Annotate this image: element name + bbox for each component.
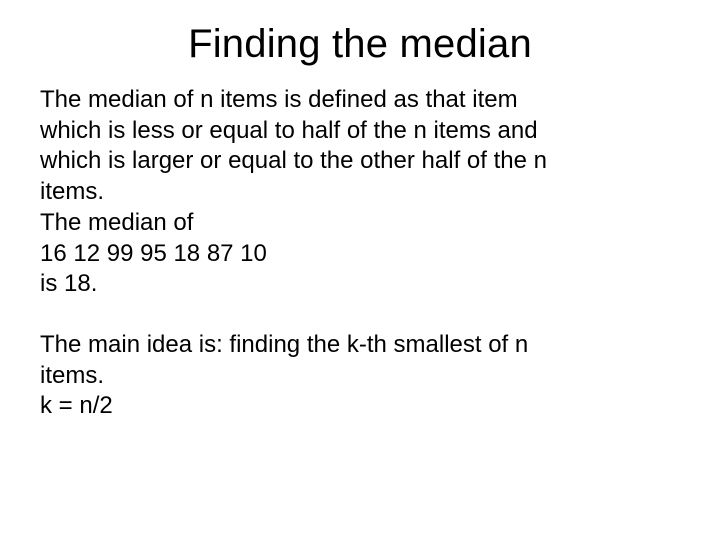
para2-line3: is 18.: [40, 269, 680, 300]
para2-line2: 16 12 99 95 18 87 10: [40, 239, 680, 270]
para1-line4: items.: [40, 177, 680, 208]
para1-line1: The median of n items is defined as that…: [40, 85, 680, 116]
slide: Finding the median The median of n items…: [0, 0, 720, 540]
para2-line1: The median of: [40, 208, 680, 239]
para1-line3: which is larger or equal to the other ha…: [40, 146, 680, 177]
para1-line2: which is less or equal to half of the n …: [40, 116, 680, 147]
slide-title: Finding the median: [40, 22, 680, 67]
body-text: The median of n items is defined as that…: [40, 85, 680, 422]
para3-line1: The main idea is: finding the k-th small…: [40, 330, 680, 361]
para3-line3: k = n/2: [40, 391, 680, 422]
paragraph-gap: [40, 300, 680, 330]
para3-line2: items.: [40, 361, 680, 392]
